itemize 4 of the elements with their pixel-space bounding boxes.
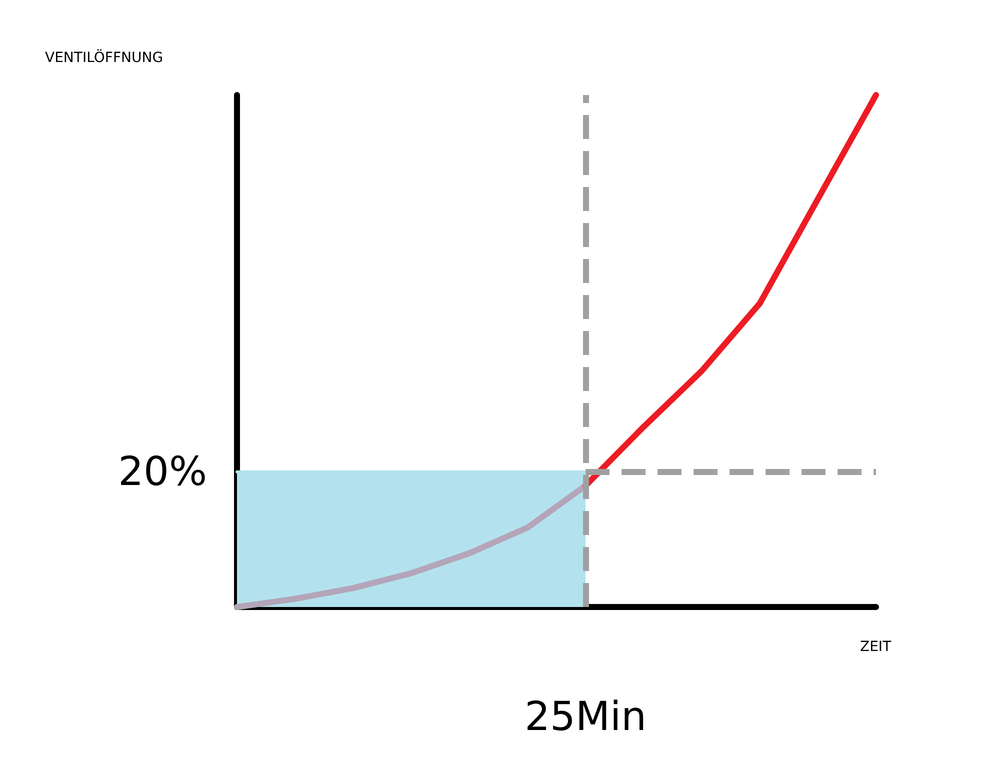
x-axis-title: ZEIT: [860, 639, 892, 655]
text: VENTILÖFFNUNG: [45, 49, 164, 66]
text: 20%: [118, 448, 207, 495]
text: 25Min: [524, 694, 646, 740]
